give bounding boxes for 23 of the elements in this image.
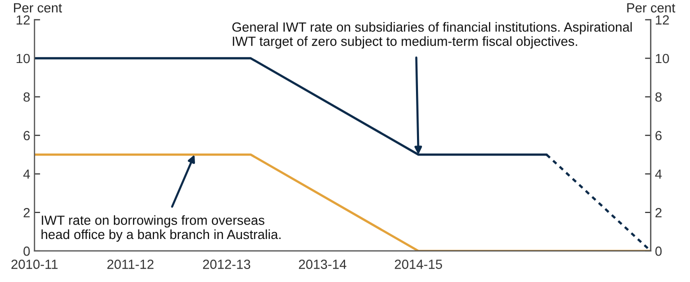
y-tick-label: 0: [24, 246, 30, 256]
y2-tick-label: 10: [656, 54, 669, 64]
y-tick-label: 2: [24, 208, 30, 218]
x-tick-label: 2014-15: [394, 260, 442, 270]
y2-tick-label: 0: [655, 246, 662, 256]
annotation: General IWT rate on subsidiaries of financial institutions. Aspirational IWT target of zero subject to medium-term fiscal objectives.: [232, 22, 632, 49]
y2-tick-label: 8: [655, 92, 662, 102]
y-axis-title: Per cent: [14, 3, 62, 13]
y2-tick-label: 12: [656, 15, 669, 25]
x-tick-label: 2013-14: [298, 260, 346, 270]
y2-tick-label: 6: [656, 130, 662, 140]
y-tick-label: 10: [16, 54, 30, 64]
y-tick-label: 8: [24, 92, 30, 102]
y2-tick-label: 2: [656, 208, 662, 218]
y-tick-label: 4: [23, 170, 30, 179]
y2-axis-title: Per cent: [627, 3, 676, 13]
y2-tick-label: 4: [655, 170, 662, 179]
x-tick-label: 2010-11: [11, 260, 58, 270]
y-tick-label: 6: [24, 130, 30, 140]
x-tick-label: 2011-12: [107, 260, 154, 270]
y-tick-label: 12: [16, 15, 30, 25]
x-tick-label: 2012-13: [203, 260, 250, 270]
annotation: IWT rate on borrowings from overseas head office by a bank branch in Australia.: [42, 215, 281, 242]
